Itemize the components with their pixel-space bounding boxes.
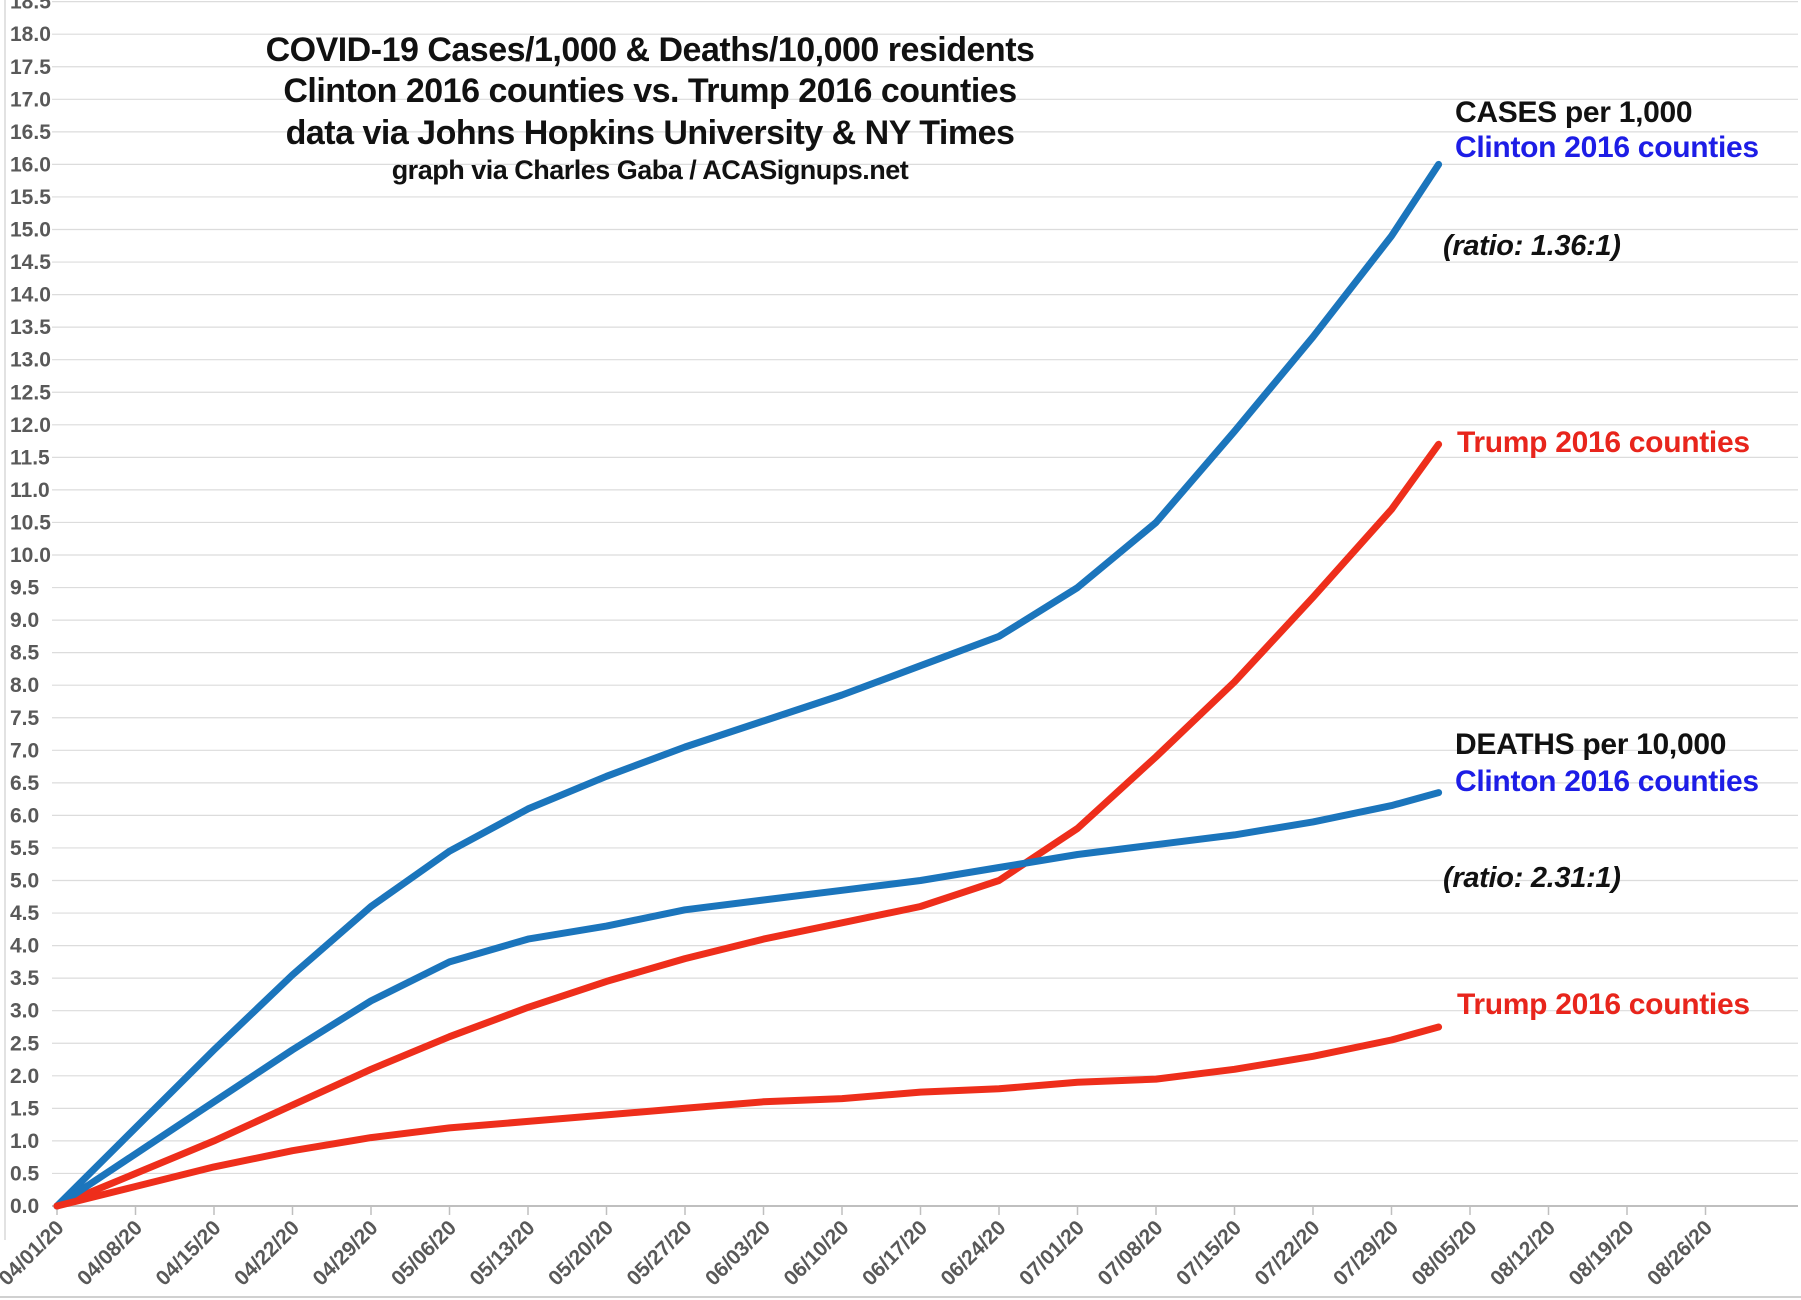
y-axis-tick-label: 11.5 <box>10 446 50 469</box>
y-axis-tick-label: 9.0 <box>10 609 39 632</box>
x-axis-tick-label: 04/01/20 <box>0 1216 69 1290</box>
y-axis-tick-label: 14.0 <box>10 284 51 307</box>
x-axis-tick-label: 07/22/20 <box>1250 1216 1324 1290</box>
x-axis-tick-label: 07/29/20 <box>1329 1216 1403 1290</box>
y-axis-tick-label: 16.0 <box>10 153 51 176</box>
x-axis-tick-label: 04/29/20 <box>308 1216 382 1290</box>
cases-ratio-label: (ratio: 1.36:1) <box>1443 230 1621 262</box>
chart-title-line-2: Clinton 2016 counties vs. Trump 2016 cou… <box>283 72 1017 111</box>
y-axis-tick-label: 17.0 <box>10 88 51 111</box>
x-axis-tick-label: 07/08/20 <box>1093 1216 1167 1290</box>
y-axis-tick-label: 13.5 <box>10 316 51 339</box>
x-axis-tick-label: 04/22/20 <box>230 1216 304 1290</box>
y-axis-tick-label: 8.0 <box>10 674 39 697</box>
y-axis-tick-label: 6.0 <box>10 804 39 827</box>
y-axis-tick-label: 13.0 <box>10 349 51 372</box>
y-axis-tick-label: 2.5 <box>10 1032 40 1055</box>
x-axis-tick-label: 06/17/20 <box>858 1216 932 1290</box>
y-axis-tick-label: 3.0 <box>10 1000 39 1023</box>
x-axis-tick-label: 07/01/20 <box>1015 1216 1089 1290</box>
y-axis-tick-label: 5.0 <box>10 870 39 893</box>
x-axis-tick-label: 06/03/20 <box>701 1216 775 1290</box>
chart-title-line-1: COVID-19 Cases/1,000 & Deaths/10,000 res… <box>265 31 1035 69</box>
deaths-header-label: DEATHS per 10,000 <box>1455 728 1727 761</box>
y-axis-tick-label: 4.5 <box>10 902 40 925</box>
y-axis-tick-label: 7.5 <box>10 707 40 730</box>
cases-header-label: CASES per 1,000 <box>1455 96 1693 129</box>
x-axis-tick-label: 05/06/20 <box>387 1216 461 1290</box>
y-axis-tick-label: 2.0 <box>10 1065 39 1088</box>
x-axis-tick-label: 08/26/20 <box>1643 1216 1717 1290</box>
x-axis-tick-label: 05/13/20 <box>465 1216 539 1290</box>
x-axis-tick-label: 06/10/20 <box>779 1216 853 1290</box>
y-axis-tick-label: 11.0 <box>10 479 50 502</box>
chart-title-line-3: data via Johns Hopkins University & NY T… <box>285 113 1015 152</box>
cases-trump-series-label: Trump 2016 counties <box>1457 426 1750 459</box>
chart-title-block: COVID-19 Cases/1,000 & Deaths/10,000 res… <box>150 30 1150 187</box>
y-axis-tick-label: 10.5 <box>10 511 51 534</box>
x-axis-tick-label: 05/20/20 <box>544 1216 618 1290</box>
y-axis-tick-label: 7.0 <box>10 739 39 762</box>
y-axis-tick-label: 1.5 <box>10 1097 40 1120</box>
y-axis-tick-label: 16.5 <box>10 121 51 144</box>
y-axis-tick-label: 18.5 <box>10 0 51 14</box>
y-axis-tick-label: 0.0 <box>10 1195 39 1218</box>
x-axis-tick-label: 07/15/20 <box>1172 1216 1246 1290</box>
y-axis-tick-label: 9.5 <box>10 577 40 600</box>
x-axis-tick-label: 08/12/20 <box>1486 1216 1560 1290</box>
y-axis-tick-label: 18.0 <box>10 23 51 46</box>
y-axis-tick-label: 5.5 <box>10 837 40 860</box>
y-axis-tick-label: 8.5 <box>10 642 40 665</box>
y-axis-tick-label: 10.0 <box>10 544 51 567</box>
y-axis-tick-label: 15.5 <box>10 186 51 209</box>
y-axis-tick-label: 12.5 <box>10 381 51 404</box>
y-axis-tick-label: 14.5 <box>10 251 51 274</box>
deaths-ratio-label: (ratio: 2.31:1) <box>1443 862 1621 894</box>
series-line-cases-per-1-000-clinton-2016-counties <box>53 160 1443 1210</box>
y-axis-tick-label: 3.5 <box>10 967 40 990</box>
x-axis-tick-label: 08/19/20 <box>1564 1216 1638 1290</box>
y-axis-tick-label: 4.0 <box>10 935 39 958</box>
series-line-cases-per-1-000-trump-2016-counties <box>53 440 1443 1210</box>
y-axis-tick-label: 1.0 <box>10 1130 39 1153</box>
x-axis-tick-label: 05/27/20 <box>622 1216 696 1290</box>
x-axis-tick-label: 04/08/20 <box>73 1216 147 1290</box>
deaths-trump-series-label: Trump 2016 counties <box>1457 988 1750 1021</box>
series-line-deaths-per-10-000-clinton-2016-counties <box>53 789 1443 1210</box>
x-axis-tick-label: 04/15/20 <box>151 1216 225 1290</box>
deaths-clinton-series-label: Clinton 2016 counties <box>1455 765 1759 798</box>
y-axis-tick-label: 12.0 <box>10 414 51 437</box>
y-axis-tick-label: 0.5 <box>10 1162 40 1185</box>
x-axis-tick-label: 06/24/20 <box>936 1216 1010 1290</box>
y-axis-tick-label: 6.5 <box>10 772 40 795</box>
cases-clinton-series-label: Clinton 2016 counties <box>1455 131 1759 164</box>
chart-title-line-4: graph via Charles Gaba / ACASignups.net <box>391 155 909 186</box>
y-axis-tick-label: 15.0 <box>10 219 51 242</box>
x-axis-tick-label: 08/05/20 <box>1407 1216 1481 1290</box>
series-line-deaths-per-10-000-trump-2016-counties <box>53 1023 1443 1210</box>
y-axis-tick-label: 17.5 <box>10 56 51 79</box>
